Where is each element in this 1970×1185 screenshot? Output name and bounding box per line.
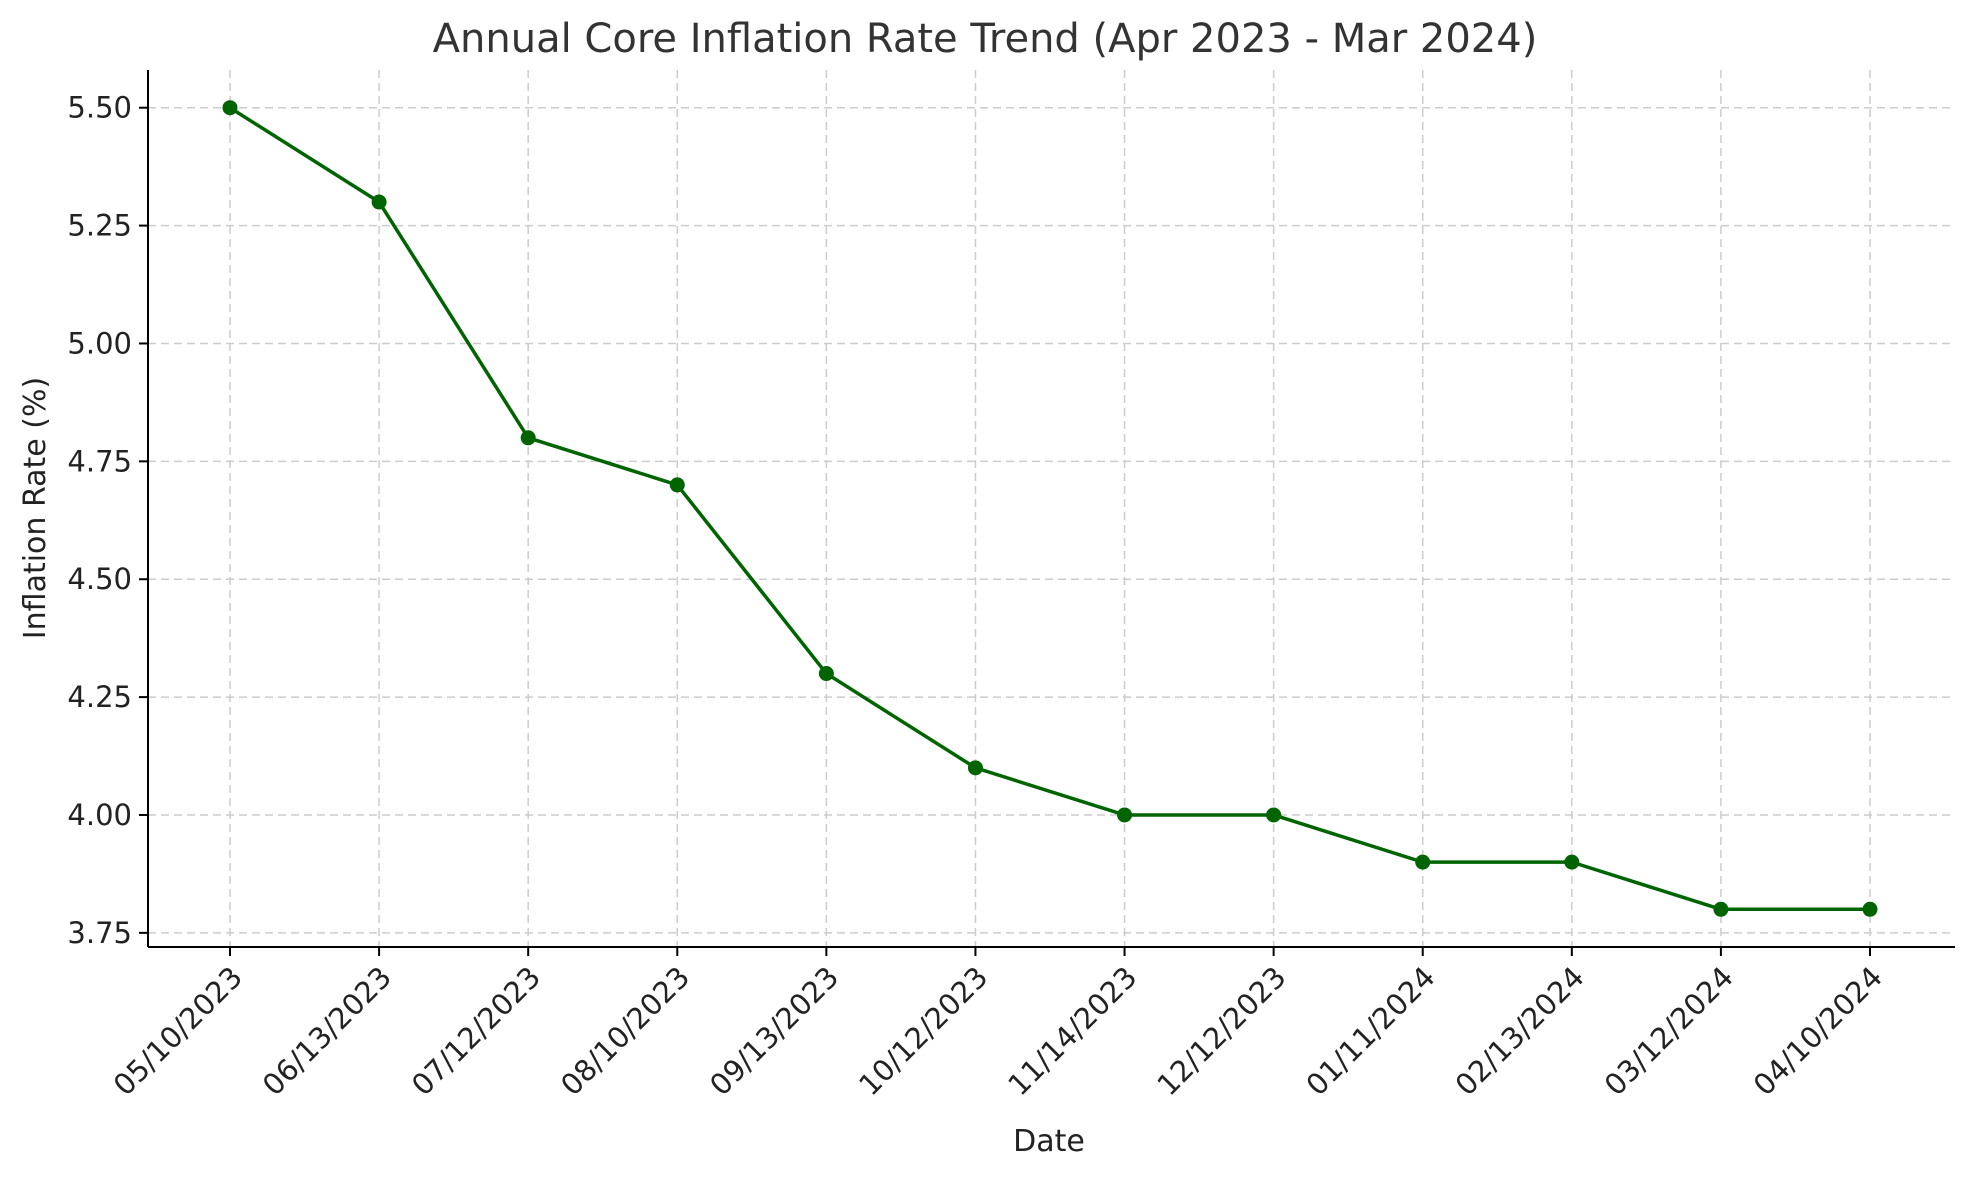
x-tick-label: 12/12/2023 bbox=[1150, 960, 1292, 1102]
data-point bbox=[1713, 901, 1729, 917]
y-tick-label: 3.75 bbox=[67, 916, 132, 950]
y-tick-label: 5.25 bbox=[67, 209, 132, 243]
y-axis-label: Inflation Rate (%) bbox=[18, 377, 53, 639]
data-point bbox=[1862, 901, 1878, 917]
x-tick-label: 02/13/2024 bbox=[1449, 960, 1591, 1102]
series-line bbox=[229, 106, 1870, 912]
data-point bbox=[967, 760, 983, 776]
x-tick-label: 07/12/2023 bbox=[405, 960, 547, 1102]
y-tick-label: 4.75 bbox=[67, 444, 132, 478]
x-tick-label: 08/10/2023 bbox=[554, 960, 696, 1102]
y-tick-label: 4.00 bbox=[67, 798, 132, 832]
series-layer bbox=[222, 100, 1878, 917]
x-tick-label: 09/13/2023 bbox=[703, 960, 845, 1102]
y-axis-ticks: 3.75 4.00 4.25 4.50 4.75 5.00 5.25 5.50 bbox=[67, 91, 148, 950]
grid bbox=[148, 70, 1955, 947]
y-tick-label: 4.25 bbox=[67, 680, 132, 714]
data-point bbox=[669, 477, 685, 493]
y-tick-label: 5.50 bbox=[67, 91, 132, 125]
data-point bbox=[1266, 807, 1282, 823]
x-tick-label: 05/10/2023 bbox=[107, 960, 249, 1102]
x-tick-label: 04/10/2024 bbox=[1747, 960, 1889, 1102]
x-tick-label: 11/14/2023 bbox=[1001, 960, 1143, 1102]
y-tick-label: 5.00 bbox=[67, 326, 132, 360]
y-tick-label: 4.50 bbox=[67, 562, 132, 596]
data-point bbox=[818, 666, 834, 682]
axes bbox=[147, 70, 1955, 948]
data-point bbox=[1117, 807, 1133, 823]
chart-title: Annual Core Inflation Rate Trend (Apr 20… bbox=[433, 16, 1538, 62]
x-tick-label: 10/12/2023 bbox=[852, 960, 994, 1102]
data-point bbox=[371, 194, 387, 210]
data-point bbox=[1564, 854, 1580, 870]
data-point bbox=[222, 100, 238, 116]
x-axis-label: Date bbox=[1013, 1124, 1085, 1159]
data-point bbox=[1415, 854, 1431, 870]
x-tick-label: 01/11/2024 bbox=[1299, 960, 1441, 1102]
x-tick-label: 06/13/2023 bbox=[256, 960, 398, 1102]
data-point bbox=[520, 430, 536, 446]
x-tick-label: 03/12/2024 bbox=[1598, 960, 1740, 1102]
x-axis-ticks: 05/10/2023 06/13/2023 07/12/2023 08/10/2023… bbox=[107, 947, 1889, 1102]
